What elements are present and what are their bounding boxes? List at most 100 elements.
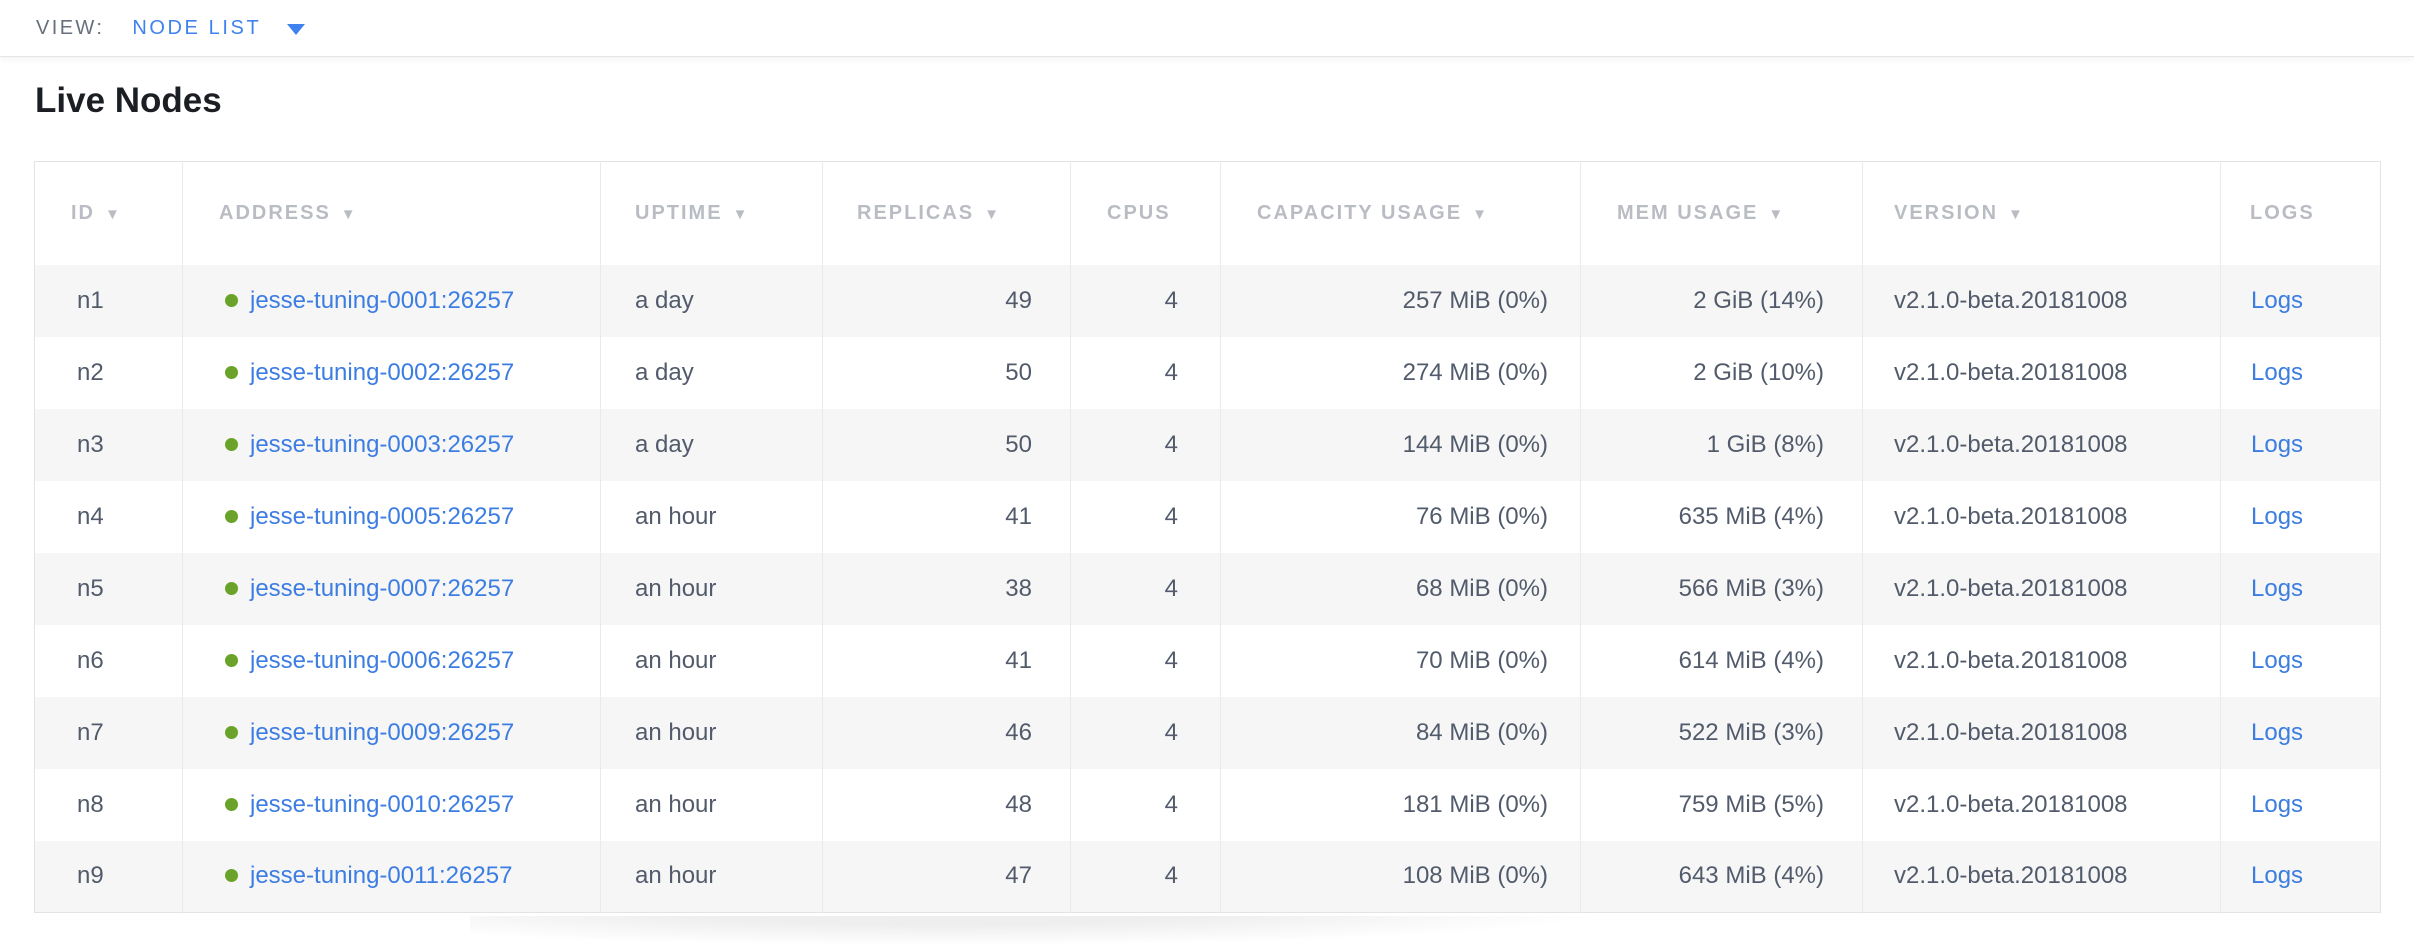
cell-logs: Logs	[2220, 552, 2381, 625]
address-link[interactable]: jesse-tuning-0011:26257	[250, 862, 513, 890]
logs-link[interactable]: Logs	[2251, 790, 2304, 818]
address-link[interactable]: jesse-tuning-0009:26257	[250, 718, 515, 746]
cell-logs: Logs	[2220, 840, 2381, 913]
cell-id: n7	[34, 696, 183, 769]
cell-cpus: 4	[1070, 408, 1221, 481]
cell-version: v2.1.0-beta.20181008	[1862, 336, 2221, 409]
cell-address: jesse-tuning-0001:26257	[182, 264, 601, 337]
address-link[interactable]: jesse-tuning-0006:26257	[250, 646, 515, 674]
column-header-capacity[interactable]: CAPACITY USAGE ▼	[1220, 161, 1581, 265]
cell-uptime: a day	[600, 408, 823, 481]
cell-version: v2.1.0-beta.20181008	[1862, 552, 2221, 625]
node-live-status-dot	[225, 293, 238, 307]
cell-version: v2.1.0-beta.20181008	[1862, 696, 2221, 769]
logs-link[interactable]: Logs	[2251, 430, 2304, 458]
cell-capacity: 144 MiB (0%)	[1220, 408, 1581, 481]
sort-arrow-icon: ▼	[732, 205, 750, 223]
column-header-label: MEM USAGE	[1617, 201, 1759, 224]
cell-cpus: 4	[1070, 480, 1221, 553]
address-link[interactable]: jesse-tuning-0005:26257	[250, 502, 515, 530]
cell-replicas: 48	[822, 768, 1071, 841]
address-link[interactable]: jesse-tuning-0002:26257	[250, 358, 515, 386]
cell-uptime: an hour	[600, 840, 823, 913]
logs-link[interactable]: Logs	[2251, 286, 2304, 314]
sort-arrow-icon: ▼	[984, 205, 1001, 223]
cell-uptime: an hour	[600, 768, 823, 841]
logs-link[interactable]: Logs	[2251, 718, 2304, 746]
cell-id: n3	[34, 408, 183, 481]
cell-address: jesse-tuning-0011:26257	[182, 840, 601, 913]
table-row: n3 jesse-tuning-0003:26257 a day 50 4 144 MiB…	[34, 408, 2381, 481]
table-row: n5 jesse-tuning-0007:26257 an hour 38 4 68 Mi…	[34, 552, 2381, 625]
logs-link[interactable]: Logs	[2251, 646, 2304, 674]
logs-link[interactable]: Logs	[2251, 574, 2304, 602]
column-header-label: LOGS	[2250, 201, 2315, 224]
sort-arrow-icon: ▼	[105, 205, 122, 223]
cell-logs: Logs	[2220, 624, 2381, 697]
cell-capacity: 68 MiB (0%)	[1220, 552, 1581, 625]
address-link[interactable]: jesse-tuning-0001:26257	[250, 286, 515, 314]
cell-capacity: 274 MiB (0%)	[1220, 336, 1581, 409]
logs-link[interactable]: Logs	[2251, 502, 2304, 530]
column-header-replicas[interactable]: REPLICAS ▼	[822, 161, 1071, 265]
column-header-label: VERSION	[1894, 201, 1999, 224]
cell-address: jesse-tuning-0010:26257	[182, 768, 601, 841]
cell-mem: 2 GiB (14%)	[1580, 264, 1863, 337]
cell-address: jesse-tuning-0009:26257	[182, 696, 601, 769]
caret-down-icon	[287, 24, 306, 35]
cell-replicas: 47	[822, 840, 1071, 913]
page-bottom-shadow	[470, 916, 1950, 948]
sort-arrow-icon: ▼	[340, 205, 358, 223]
address-link[interactable]: jesse-tuning-0010:26257	[250, 790, 515, 818]
logs-link[interactable]: Logs	[2251, 358, 2304, 386]
cell-version: v2.1.0-beta.20181008	[1862, 624, 2221, 697]
node-live-status-dot	[225, 653, 238, 667]
live-nodes-table-container: ID ▼ ADDRESS ▼ UPTIME ▼ REPLICAS ▼ CPUS CAPACITY …	[34, 161, 2381, 913]
cell-logs: Logs	[2220, 264, 2381, 337]
node-live-status-dot	[225, 869, 238, 883]
address-link[interactable]: jesse-tuning-0003:26257	[250, 430, 515, 458]
cell-cpus: 4	[1070, 552, 1221, 625]
column-header-label: CPUS	[1107, 201, 1171, 224]
cell-address: jesse-tuning-0003:26257	[182, 408, 601, 481]
column-header-mem[interactable]: MEM USAGE ▼	[1580, 161, 1863, 265]
page-title: Live Nodes	[35, 81, 222, 120]
address-link[interactable]: jesse-tuning-0007:26257	[250, 574, 515, 602]
table-row: n7 jesse-tuning-0009:26257 an hour 46 4 84 Mi…	[34, 696, 2381, 769]
cell-cpus: 4	[1070, 336, 1221, 409]
cell-mem: 614 MiB (4%)	[1580, 624, 1863, 697]
cell-cpus: 4	[1070, 840, 1221, 913]
table-row: n9 jesse-tuning-0011:26257 an hour 47 4 108 M…	[34, 840, 2381, 913]
cell-cpus: 4	[1070, 696, 1221, 769]
logs-link[interactable]: Logs	[2251, 862, 2304, 890]
cell-id: n1	[34, 264, 183, 337]
cell-version: v2.1.0-beta.20181008	[1862, 840, 2221, 913]
column-header-label: ID	[71, 201, 95, 224]
cell-id: n2	[34, 336, 183, 409]
cell-logs: Logs	[2220, 480, 2381, 553]
cell-capacity: 70 MiB (0%)	[1220, 624, 1581, 697]
column-header-label: ADDRESS	[219, 201, 331, 224]
cell-version: v2.1.0-beta.20181008	[1862, 264, 2221, 337]
cell-id: n8	[34, 768, 183, 841]
table-header-row: ID ▼ ADDRESS ▼ UPTIME ▼ REPLICAS ▼ CPUS CAPACITY …	[34, 161, 2381, 265]
node-live-status-dot	[225, 509, 238, 523]
cell-id: n5	[34, 552, 183, 625]
table-row: n1 jesse-tuning-0001:26257 a day 49 4 257 MiB…	[34, 264, 2381, 337]
table-row: n6 jesse-tuning-0006:26257 an hour 41 4 70 Mi…	[34, 624, 2381, 697]
live-nodes-table: ID ▼ ADDRESS ▼ UPTIME ▼ REPLICAS ▼ CPUS CAPACITY …	[34, 161, 2381, 913]
cell-address: jesse-tuning-0006:26257	[182, 624, 601, 697]
cell-replicas: 50	[822, 408, 1071, 481]
cell-replicas: 41	[822, 480, 1071, 553]
node-live-status-dot	[225, 581, 238, 595]
cell-cpus: 4	[1070, 264, 1221, 337]
column-header-id[interactable]: ID ▼	[34, 161, 183, 265]
cell-uptime: an hour	[600, 552, 823, 625]
column-header-address[interactable]: ADDRESS ▼	[182, 161, 601, 265]
cell-mem: 759 MiB (5%)	[1580, 768, 1863, 841]
cell-mem: 643 MiB (4%)	[1580, 840, 1863, 913]
node-live-status-dot	[225, 437, 238, 451]
view-dropdown[interactable]: NODE LIST	[132, 17, 306, 40]
column-header-uptime[interactable]: UPTIME ▼	[600, 161, 823, 265]
column-header-version[interactable]: VERSION ▼	[1862, 161, 2221, 265]
